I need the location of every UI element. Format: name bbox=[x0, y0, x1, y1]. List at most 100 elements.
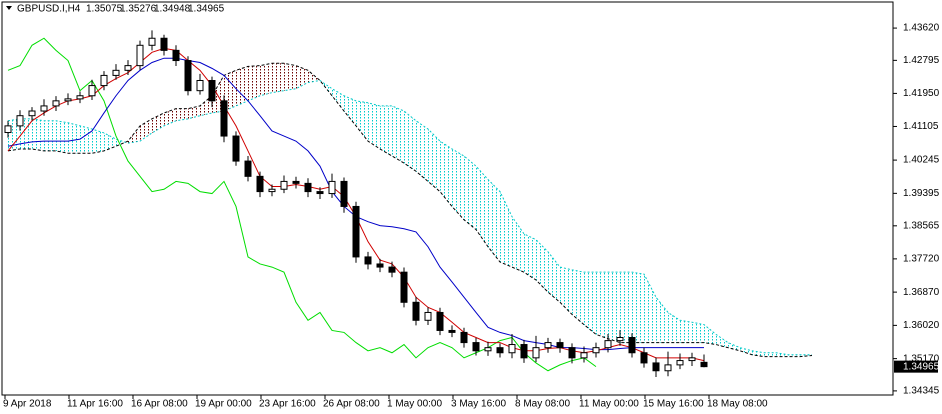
last-high: 1.35276 bbox=[120, 4, 157, 15]
y-tick-label: 1.39395 bbox=[903, 188, 940, 199]
cloud-segment bbox=[368, 102, 380, 149]
candle-body bbox=[28, 110, 36, 117]
candle-body bbox=[88, 85, 96, 97]
candle-body bbox=[268, 188, 276, 193]
candle-body bbox=[604, 340, 612, 349]
cloud-segment bbox=[776, 352, 788, 357]
cloud-segment bbox=[272, 63, 284, 93]
price-box bbox=[894, 360, 938, 373]
candle-body bbox=[484, 347, 492, 352]
cloud-segment bbox=[284, 63, 296, 91]
candle-body bbox=[232, 135, 240, 162]
cloud-segment bbox=[740, 347, 752, 355]
y-tick-label: 1.42795 bbox=[903, 55, 940, 66]
x-tick-label: 1 May 00:00 bbox=[387, 399, 442, 410]
candle-body bbox=[124, 65, 132, 71]
candle-body bbox=[664, 364, 672, 372]
cloud-segment bbox=[464, 155, 476, 230]
cloud-segment bbox=[176, 108, 188, 121]
plot-frame bbox=[1, 1, 894, 396]
last-low: 1.34948 bbox=[154, 4, 191, 15]
cloud-segment bbox=[608, 272, 620, 343]
cloud-segment bbox=[152, 112, 164, 133]
cloud-segment bbox=[692, 322, 704, 343]
cloud-segment bbox=[116, 139, 128, 147]
candle-body bbox=[76, 95, 84, 100]
cloud-segment bbox=[164, 108, 176, 126]
cloud-segment bbox=[584, 272, 596, 335]
candle-body bbox=[340, 180, 348, 207]
senkou-span-a bbox=[7, 79, 812, 356]
cloud-segment bbox=[752, 350, 764, 357]
candle-body bbox=[628, 336, 636, 354]
y-tick-label: 1.34345 bbox=[903, 386, 940, 397]
candle-body bbox=[472, 342, 480, 352]
candle-body bbox=[352, 205, 360, 258]
cloud-segment bbox=[392, 105, 404, 164]
cloud-segment bbox=[56, 120, 68, 154]
senkou-span-b bbox=[7, 62, 813, 358]
x-tick-label: 3 May 16:00 bbox=[451, 399, 506, 410]
last-close: 1.34965 bbox=[188, 4, 225, 15]
candle-body bbox=[556, 342, 564, 349]
y-tick-label: 1.43620 bbox=[903, 23, 940, 34]
candle-body bbox=[676, 360, 684, 366]
candle-body bbox=[16, 115, 24, 127]
cloud-segment bbox=[572, 269, 584, 325]
candle-body bbox=[640, 352, 648, 364]
cloud-segment bbox=[296, 65, 308, 89]
candle-body bbox=[280, 180, 288, 190]
menu-arrow bbox=[6, 6, 12, 10]
plot-area bbox=[4, 30, 813, 378]
price-label: 1.34965 bbox=[903, 361, 940, 372]
candle-body bbox=[532, 347, 540, 359]
candle-body bbox=[580, 352, 588, 359]
cloud-segment bbox=[632, 272, 644, 343]
candle-body bbox=[328, 180, 336, 195]
cloud-segment bbox=[260, 63, 272, 96]
candle-body bbox=[616, 336, 624, 342]
cloud-segment bbox=[680, 320, 692, 343]
cloud-segment bbox=[428, 129, 440, 192]
cloud-segment bbox=[764, 352, 776, 357]
cloud-segment bbox=[32, 118, 44, 151]
x-tick-label: 9 Apr 2018 bbox=[3, 399, 52, 410]
cloud-segment bbox=[68, 122, 80, 154]
cloud-segment bbox=[356, 100, 368, 142]
cloud-segment bbox=[716, 334, 728, 348]
candle-body bbox=[508, 344, 516, 354]
cloud-segment bbox=[536, 239, 548, 293]
cloud-segment bbox=[668, 312, 680, 343]
candle-body bbox=[412, 301, 420, 321]
candle-body bbox=[184, 60, 192, 92]
candle-body bbox=[544, 342, 552, 349]
cloud-segment bbox=[644, 274, 656, 343]
candle-body bbox=[4, 125, 12, 134]
cloud-segment bbox=[440, 141, 452, 207]
y-tick-label: 1.38565 bbox=[903, 220, 940, 231]
candle-body bbox=[688, 357, 696, 362]
cloud-segment bbox=[488, 179, 500, 263]
x-tick-label: 15 May 16:00 bbox=[643, 399, 704, 410]
cloud-segment bbox=[236, 66, 248, 106]
x-tick-label: 23 Apr 16:00 bbox=[259, 399, 316, 410]
candle-body bbox=[160, 37, 168, 51]
candle-body bbox=[652, 362, 660, 372]
x-tick-label: 11 Apr 16:00 bbox=[67, 399, 123, 410]
cloud-segment bbox=[596, 272, 608, 339]
candle-body bbox=[256, 175, 264, 193]
candle-body bbox=[40, 105, 48, 112]
cloud-segment bbox=[560, 267, 572, 315]
cloud-segment bbox=[380, 105, 392, 156]
symbol: GBPUSD.I,H4 bbox=[17, 4, 81, 15]
cloud-segment bbox=[548, 251, 560, 303]
y-tick-label: 1.36870 bbox=[903, 287, 940, 298]
candle-body bbox=[100, 74, 108, 87]
candle-body bbox=[196, 79, 204, 92]
candle-body bbox=[568, 347, 576, 359]
candle-body bbox=[292, 180, 300, 184]
y-tick-label: 1.41105 bbox=[903, 121, 939, 132]
y-tick-label: 1.36020 bbox=[903, 320, 940, 331]
cloud-segment bbox=[512, 216, 524, 273]
